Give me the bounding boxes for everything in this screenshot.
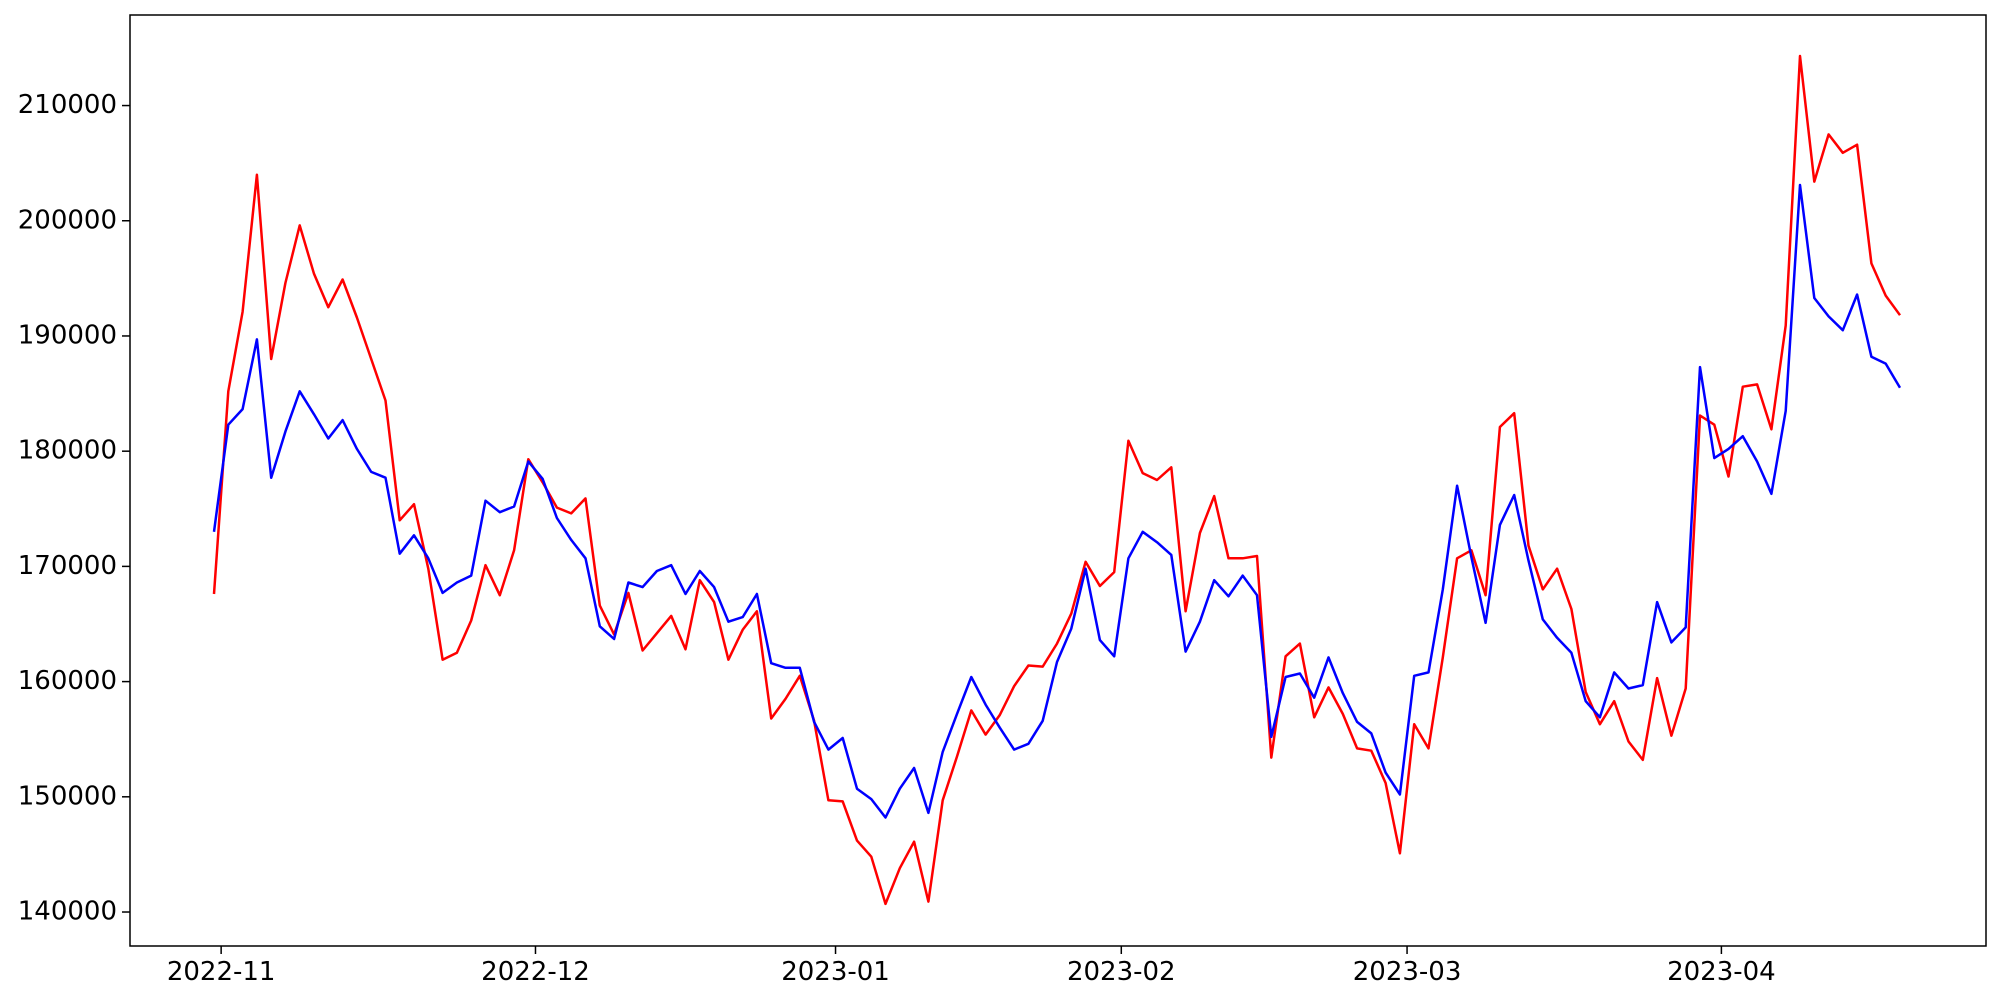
plot-frame: [129, 14, 1987, 947]
y-tick-label: 150000: [18, 781, 117, 811]
y-tick-label: 160000: [18, 666, 117, 696]
y-tick-label: 190000: [18, 320, 117, 350]
y-tick-label: 200000: [18, 205, 117, 235]
series-line: [212, 183, 1902, 819]
y-tick-label: 180000: [18, 436, 117, 466]
x-tick-label: 2023-02: [1067, 957, 1176, 987]
y-tick-label: 170000: [18, 551, 117, 581]
x-tick-label: 2023-03: [1353, 957, 1462, 987]
series-line: [212, 54, 1902, 906]
x-tick-label: 2023-01: [781, 957, 890, 987]
x-tick-label: 2022-12: [481, 957, 590, 987]
y-tick-label: 210000: [18, 90, 117, 120]
x-tick-label: 2022-11: [167, 957, 276, 987]
y-tick-label: 140000: [18, 897, 117, 927]
x-tick-label: 2023-04: [1667, 957, 1776, 987]
